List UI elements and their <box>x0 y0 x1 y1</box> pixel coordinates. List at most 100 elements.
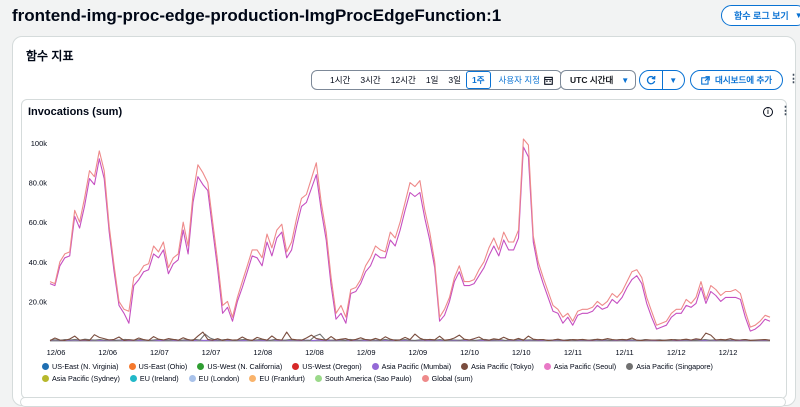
chart-series <box>49 138 771 342</box>
legend-label: Global (sum) <box>431 374 473 383</box>
x-tick-label: 12/12 <box>667 348 686 357</box>
range-1w[interactable]: 1주 <box>465 71 491 89</box>
x-tick-label: 12/06 <box>47 348 66 357</box>
range-3h[interactable]: 3시간 <box>360 75 381 85</box>
legend-item[interactable]: EU (Frankfurt) <box>249 374 305 383</box>
legend-label: Asia Pacific (Singapore) <box>636 362 713 371</box>
legend-item[interactable]: US-East (N. Virginia) <box>42 362 119 371</box>
view-function-logs-button[interactable]: 함수 로그 보기 ▼ <box>721 5 800 26</box>
legend-label: EU (London) <box>198 374 240 383</box>
legend-label: South America (Sao Paulo) <box>324 374 412 383</box>
x-tick-label: 12/09 <box>408 348 427 357</box>
y-tick-label: 20.0k <box>29 297 48 306</box>
legend-label: US-West (Oregon) <box>302 362 362 371</box>
custom-range-label: 사용자 지정 <box>498 75 541 85</box>
legend-swatch <box>421 375 429 382</box>
legend-item[interactable]: Asia Pacific (Sydney) <box>42 374 120 383</box>
page-title: frontend-img-proc-edge-production-ImgPro… <box>12 6 502 25</box>
x-tick-label: 12/08 <box>253 348 272 357</box>
range-1d[interactable]: 1일 <box>425 75 439 85</box>
panel-more-icon[interactable]: ⋮ <box>788 73 799 85</box>
legend-label: Asia Pacific (Tokyo) <box>471 362 534 371</box>
chart-legend: US-East (N. Virginia) US-East (Ohio) US-We… <box>42 362 782 383</box>
range-custom[interactable]: 사용자 지정 <box>491 71 561 89</box>
legend-item[interactable]: Global (sum) <box>421 374 473 383</box>
series-line-asia-pacific-seoul <box>49 146 771 332</box>
add-to-dashboard-button[interactable]: 대시보드에 추가 <box>690 70 783 90</box>
legend-item[interactable]: US-East (Ohio) <box>128 362 188 371</box>
info-icon[interactable]: i <box>763 107 773 117</box>
x-tick-label: 12/11 <box>616 348 634 357</box>
series-line-asia-pacific-tokyo <box>49 331 771 342</box>
legend-label: EU (Frankfurt) <box>259 374 305 383</box>
x-tick-label: 12/07 <box>150 348 169 357</box>
legend-swatch <box>197 363 205 370</box>
legend-item[interactable]: Asia Pacific (Mumbai) <box>371 362 452 371</box>
refresh-control: ▼ <box>639 70 685 90</box>
chart-title: Invocations (sum) <box>28 106 123 118</box>
external-link-icon <box>701 75 710 85</box>
x-tick-label: 12/12 <box>719 348 738 357</box>
legend-swatch <box>128 363 136 370</box>
add-dashboard-label: 대시보드에 추가 <box>715 75 773 85</box>
legend-swatch <box>543 363 551 370</box>
time-range-selector: 1시간 3시간 12시간 1일 3일 1주 사용자 지정 <box>311 70 563 90</box>
y-axis: 20.0k 40.0k 60.0k 80.0k 100k <box>29 139 48 306</box>
legend-label: Asia Pacific (Seoul) <box>553 362 617 371</box>
logs-button-label: 함수 로그 보기 <box>734 11 789 21</box>
panel-title: 함수 지표 <box>26 49 74 63</box>
x-tick-label: 12/09 <box>357 348 376 357</box>
legend-item[interactable]: US-West (Oregon) <box>292 362 362 371</box>
calendar-icon <box>544 76 553 85</box>
timezone-select[interactable]: UTC 시간대 ▼ <box>560 70 636 90</box>
invocations-chart: 20.0k 40.0k 60.0k 80.0k 100k 12/06 12/06 12/07… <box>29 138 771 357</box>
next-widget <box>20 397 786 407</box>
y-tick-label: 60.0k <box>29 218 48 227</box>
legend-label: US-East (N. Virginia) <box>52 362 119 371</box>
function-metrics-panel: 함수 지표 1시간 3시간 12시간 1일 3일 1주 사용자 지정 UTC 시… <box>12 36 799 406</box>
legend-swatch <box>129 375 137 382</box>
series-line-global-sum <box>49 138 771 328</box>
legend-item[interactable]: South America (Sao Paulo) <box>314 374 412 383</box>
legend-label: US-West (N. California) <box>207 362 283 371</box>
legend-label: Asia Pacific (Mumbai) <box>381 362 452 371</box>
y-tick-label: 80.0k <box>29 179 48 188</box>
legend-swatch <box>42 363 49 370</box>
legend-item[interactable]: US-West (N. California) <box>197 362 282 371</box>
legend-item[interactable]: EU (Ireland) <box>129 374 179 383</box>
legend-swatch <box>314 375 322 382</box>
range-12h[interactable]: 12시간 <box>390 75 416 85</box>
widget-more-icon[interactable]: ⋮ <box>780 105 791 117</box>
caret-down-icon: ▼ <box>794 11 800 20</box>
legend-swatch <box>292 363 300 370</box>
legend-item[interactable]: Asia Pacific (Singapore) <box>626 362 713 371</box>
x-tick-label: 12/10 <box>460 348 479 357</box>
timezone-label: UTC 시간대 <box>570 75 614 85</box>
caret-down-icon: ▼ <box>621 75 630 85</box>
legend-swatch <box>42 375 49 382</box>
x-axis: 12/06 12/06 12/07 12/07 12/08 12/08 12/09 12/09… <box>47 340 770 357</box>
legend-label: US-East (Ohio) <box>138 362 188 371</box>
range-1h[interactable]: 1시간 <box>330 75 351 85</box>
y-tick-label: 100k <box>31 139 48 148</box>
x-tick-label: 12/10 <box>512 348 531 357</box>
top-bar: frontend-img-proc-edge-production-ImgPro… <box>0 0 800 34</box>
x-tick-label: 12/08 <box>305 348 324 357</box>
legend-swatch <box>626 363 634 370</box>
x-tick-label: 12/07 <box>202 348 221 357</box>
legend-swatch <box>249 375 257 382</box>
x-tick-label: 12/11 <box>564 348 582 357</box>
legend-swatch <box>188 375 196 382</box>
legend-item[interactable]: Asia Pacific (Seoul) <box>543 362 617 371</box>
legend-item[interactable]: Asia Pacific (Tokyo) <box>461 362 534 371</box>
y-tick-label: 40.0k <box>29 258 48 267</box>
legend-swatch <box>461 363 469 370</box>
refresh-button[interactable] <box>640 71 663 89</box>
legend-item[interactable]: EU (London) <box>188 374 240 383</box>
range-3d[interactable]: 3일 <box>448 75 461 85</box>
refresh-options-button[interactable]: ▼ <box>663 71 685 89</box>
caret-down-icon: ▼ <box>669 75 678 85</box>
legend-label: EU (Ireland) <box>139 374 179 383</box>
invocations-widget: Invocations (sum) i ⋮ <box>21 99 791 399</box>
legend-label: Asia Pacific (Sydney) <box>52 374 120 383</box>
